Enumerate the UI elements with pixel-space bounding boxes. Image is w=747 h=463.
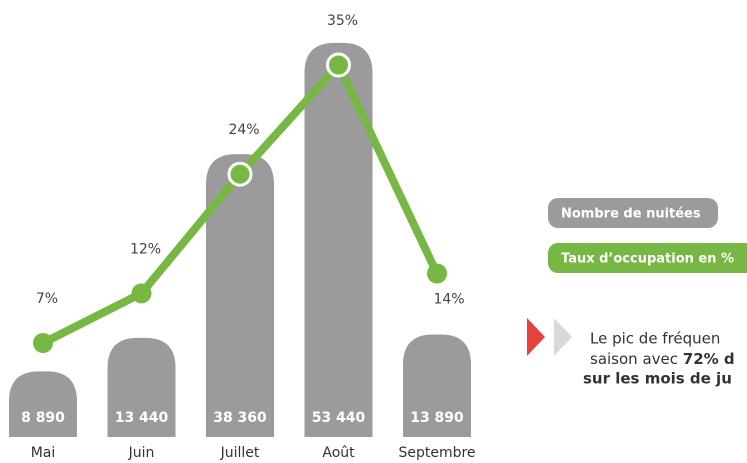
- bar: [206, 154, 274, 437]
- x-tick-label: Septembre: [398, 445, 475, 461]
- arrow-icon: [527, 318, 545, 356]
- line-point: [326, 52, 351, 78]
- x-tick-label: Mai: [31, 445, 56, 461]
- annotation-bold: 72% d: [683, 350, 735, 368]
- bar: [304, 42, 373, 437]
- annotation: Le pic de fréquen: [590, 330, 720, 348]
- annotation-text: saison avec: [590, 350, 683, 368]
- legend-label: Nombre de nuitées: [561, 207, 701, 222]
- bar-value-label: 13 440: [115, 410, 169, 426]
- point-value-label: 7%: [36, 291, 58, 307]
- x-tick-label: Juin: [128, 445, 155, 461]
- line-point: [131, 283, 152, 304]
- bar-value-label: 38 360: [213, 410, 267, 426]
- arrow-icon: [554, 318, 572, 356]
- point-value-label: 12%: [130, 241, 161, 257]
- point-value-label: 35%: [327, 13, 358, 29]
- bar: [403, 334, 471, 437]
- legend-pill: [548, 243, 747, 273]
- bar-value-label: 53 440: [312, 410, 366, 426]
- point-value-label: 14%: [433, 292, 464, 308]
- bar: [9, 371, 77, 437]
- legend-pill: [548, 198, 718, 228]
- bar-value-label: 13 890: [410, 410, 464, 426]
- bar-value-label: 8 890: [21, 410, 65, 426]
- x-tick-label: Juillet: [220, 445, 260, 461]
- annotation: sur les mois de ju: [583, 370, 732, 388]
- x-tick-label: Août: [322, 445, 355, 461]
- line-point: [33, 333, 53, 353]
- bar: [107, 337, 176, 437]
- annotation: saison avec 72% d: [590, 350, 735, 368]
- line-point: [227, 161, 253, 187]
- point-value-label: 24%: [228, 122, 259, 138]
- line-point: [427, 263, 447, 284]
- legend-label: Taux d’occupation en %: [561, 252, 734, 267]
